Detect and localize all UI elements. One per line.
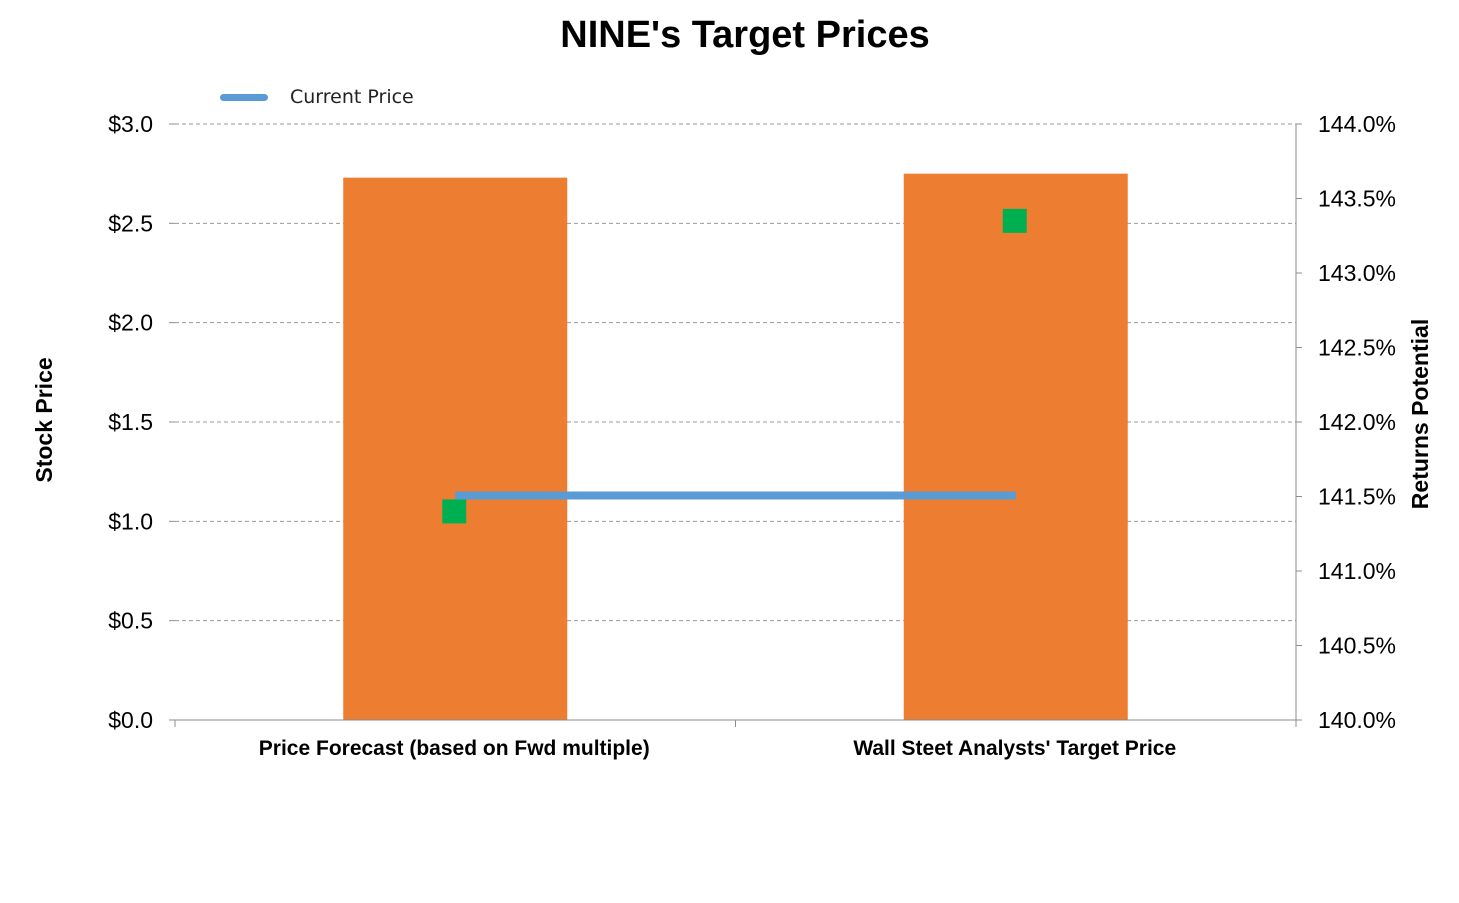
y-tick-label: $1.0	[108, 508, 153, 534]
returns-marker	[442, 499, 467, 524]
bar-series	[343, 173, 1128, 720]
y-tick-label: $2.0	[108, 310, 153, 336]
y-tick-label: $0.5	[108, 608, 153, 634]
axes	[169, 123, 1302, 727]
y-tick-label: $1.5	[108, 409, 153, 435]
y-tick-label: $2.5	[108, 210, 153, 236]
y2-tick-label: 141.0%	[1318, 558, 1396, 584]
y2-tick-label: 140.5%	[1318, 633, 1396, 659]
y-axis-title: Stock Price	[31, 357, 57, 482]
x-tick-label: Wall Steet Analysts' Target Price	[853, 737, 1176, 760]
returns-potential-series	[442, 208, 1027, 524]
legend-label-current-price: Current Price	[290, 86, 414, 108]
y2-tick-label: 142.0%	[1318, 409, 1396, 435]
y2-axis-title: Returns Potential	[1407, 319, 1433, 509]
y-tick-label: $0.0	[108, 707, 153, 733]
gridlines	[175, 123, 1296, 622]
chart-legend: Current Price	[220, 86, 414, 108]
y2-tick-label: 140.0%	[1318, 707, 1396, 733]
y2-tick-label: 143.5%	[1318, 186, 1396, 212]
bar	[903, 173, 1128, 720]
axis-labels: $0.0 $0.5 $1.0 $1.5 $2.0 $2.5 $3.0 140.0% 140.5%…	[31, 111, 1433, 760]
legend-swatch-current-price	[220, 93, 268, 101]
y2-tick-label: 142.5%	[1318, 335, 1396, 361]
y-tick-label: $3.0	[108, 111, 153, 137]
bar	[343, 177, 568, 720]
x-tick-label: Price Forecast (based on Fwd multiple)	[259, 737, 650, 760]
y2-tick-label: 141.5%	[1318, 484, 1396, 510]
chart-title: NINE's Target Prices	[560, 14, 930, 56]
returns-marker	[1002, 208, 1027, 233]
y2-tick-label: 144.0%	[1318, 111, 1396, 137]
y2-tick-label: 143.0%	[1318, 260, 1396, 286]
